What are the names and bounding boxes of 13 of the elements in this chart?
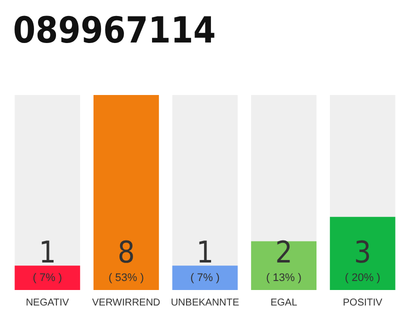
data-label: 3 ( 20% ): [344, 236, 380, 284]
data-label: 2 ( 13% ): [266, 236, 302, 284]
bar: [14, 266, 80, 290]
x-tick-label: UNBEKANNTE: [170, 298, 240, 308]
data-label: 1 ( 7% ): [32, 236, 62, 284]
data-label: 1 ( 7% ): [190, 236, 220, 284]
chart-title: 089967114: [13, 10, 216, 52]
x-tick-label: VERWIRREND: [92, 298, 160, 308]
data-label: 8 ( 53% ): [108, 236, 144, 284]
x-tick-label: EGAL: [270, 298, 298, 308]
x-tick-label: POSITIV: [342, 298, 383, 308]
bar: [172, 266, 238, 290]
x-tick-label: NEGATIV: [26, 298, 70, 308]
